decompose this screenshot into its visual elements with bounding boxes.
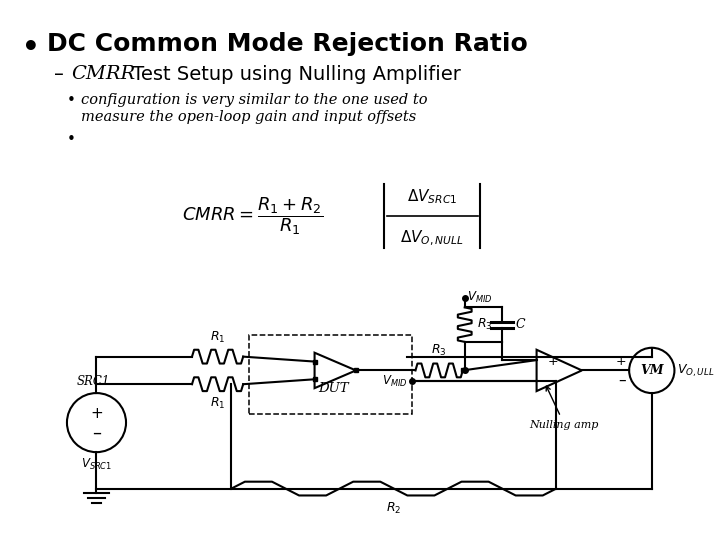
Text: –: – (618, 373, 626, 388)
Text: $CMRR = \dfrac{R_1 + R_2}{R_1}$: $CMRR = \dfrac{R_1 + R_2}{R_1}$ (182, 195, 323, 237)
Text: +: + (548, 355, 559, 368)
Text: $R_1$: $R_1$ (210, 396, 225, 411)
Text: $V_{MID}$: $V_{MID}$ (382, 374, 408, 389)
Text: –: – (54, 65, 71, 84)
Text: C: C (516, 318, 526, 331)
Text: $\Delta V_{O,NULL}$: $\Delta V_{O,NULL}$ (400, 229, 464, 248)
Text: SRC1: SRC1 (77, 375, 110, 388)
Bar (461, 368, 464, 373)
Text: $V_{MID}$: $V_{MID}$ (467, 290, 492, 305)
Text: $R_2$: $R_2$ (386, 501, 402, 516)
Text: $R_1$: $R_1$ (210, 329, 225, 345)
Text: configuration is very similar to the one used to: configuration is very similar to the one… (81, 93, 427, 107)
Text: +: + (90, 406, 103, 421)
Bar (249, 335, 412, 414)
Text: $V_{SRC1}$: $V_{SRC1}$ (81, 457, 112, 472)
Text: DC Common Mode Rejection Ratio: DC Common Mode Rejection Ratio (48, 32, 528, 56)
Text: •: • (67, 93, 76, 108)
Text: Nulling amp: Nulling amp (530, 386, 599, 429)
Text: •: • (22, 33, 40, 62)
Bar (354, 368, 358, 373)
Text: measure the open-loop gain and input offsets: measure the open-loop gain and input off… (81, 111, 416, 125)
Text: CMRR: CMRR (71, 65, 135, 83)
Text: DUT: DUT (318, 382, 348, 395)
Text: VM: VM (640, 364, 664, 377)
Text: $\Delta V_{SRC1}$: $\Delta V_{SRC1}$ (407, 188, 457, 206)
Text: –: – (92, 423, 101, 442)
Text: +: + (616, 355, 626, 368)
Text: $V_{O,ULL}$: $V_{O,ULL}$ (678, 362, 715, 379)
Text: $R_3$: $R_3$ (477, 317, 492, 332)
Bar (312, 360, 317, 363)
Text: $R_3$: $R_3$ (431, 343, 447, 358)
Text: •: • (67, 132, 76, 147)
Bar (312, 377, 317, 381)
Text: Test Setup using Nulling Amplifier: Test Setup using Nulling Amplifier (126, 65, 461, 84)
